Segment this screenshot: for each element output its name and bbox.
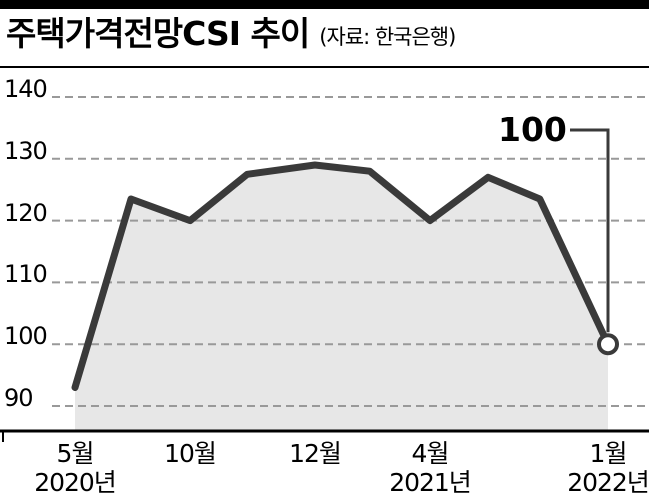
x-axis-label: 1월: [589, 439, 628, 468]
area-fill: [75, 165, 608, 431]
year-label: 2022년: [567, 468, 649, 497]
y-axis-label: 90: [4, 384, 34, 412]
header-divider: [0, 66, 649, 68]
y-axis-label: 130: [4, 137, 48, 165]
y-axis-label: 110: [4, 260, 48, 288]
year-label: 2021년: [389, 468, 472, 497]
y-axis-label: 120: [4, 199, 48, 227]
end-point-marker: [597, 333, 619, 356]
x-axis-label: 12월: [289, 439, 342, 468]
csi-line: [71, 161, 612, 391]
chart-header: 주택가격전망CSI 추이 (자료: 한국은행): [6, 14, 456, 54]
y-axis-label: 100: [4, 322, 48, 350]
x-axis-label: 10월: [164, 439, 217, 468]
page-title: 주택가격전망CSI 추이: [6, 14, 310, 53]
x-axis-label: 4월: [411, 439, 450, 468]
source-label: (자료: 한국은행): [319, 24, 456, 49]
year-label: 2020년: [34, 468, 117, 497]
top-rule: [0, 0, 649, 9]
annotation-connector: [570, 128, 610, 333]
x-axis-label: 5월: [56, 439, 95, 468]
y-axis-label: 140: [4, 75, 48, 103]
end-value-label: 100: [498, 110, 567, 149]
